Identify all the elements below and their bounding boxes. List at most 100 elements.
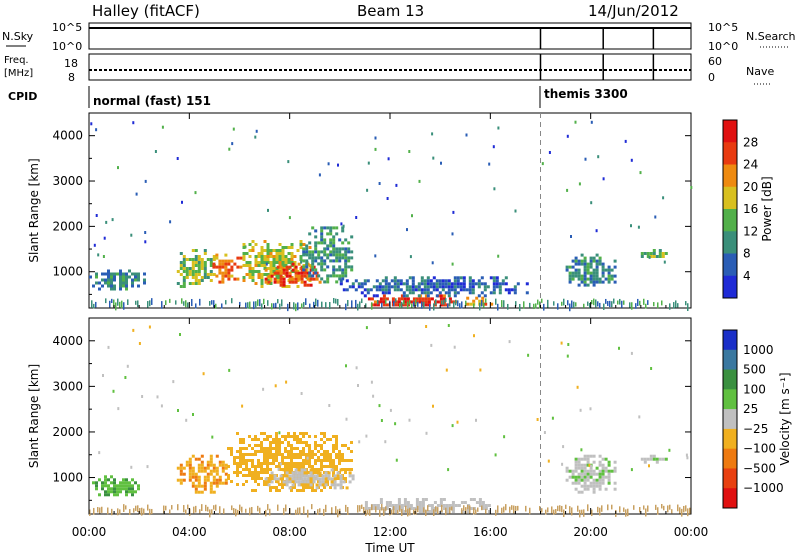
echo-cell xyxy=(215,256,219,260)
echo-cell xyxy=(236,277,240,281)
echo-cell xyxy=(347,507,349,515)
echo-cell xyxy=(275,279,279,282)
echo-cell xyxy=(179,466,183,470)
echo-cell xyxy=(254,282,258,285)
echo-cell xyxy=(224,478,228,482)
echo-cell xyxy=(300,271,304,275)
echo-cell xyxy=(269,477,272,480)
echo-cell xyxy=(477,507,479,512)
echo-cell xyxy=(381,288,385,292)
echo-cell xyxy=(438,279,442,283)
echo-cell xyxy=(363,506,365,513)
echo-cell xyxy=(107,345,110,349)
echo-cell xyxy=(329,226,333,230)
echo-cell xyxy=(663,505,665,511)
echo-cell xyxy=(236,468,239,471)
echo-cell xyxy=(598,487,602,491)
echo-cell xyxy=(224,268,228,272)
echo-cell xyxy=(194,282,198,285)
echo-cell xyxy=(566,134,569,138)
echo-cell xyxy=(296,489,299,492)
colorbar-swatch xyxy=(723,330,737,351)
echo-cell xyxy=(317,471,320,474)
echo-cell xyxy=(248,261,252,264)
echo-cell xyxy=(477,285,481,289)
echo-cell xyxy=(409,507,413,510)
colorbar-tick-label: 12 xyxy=(743,224,758,238)
echo-cell xyxy=(224,472,228,476)
echo-cell xyxy=(282,480,286,484)
echo-cell xyxy=(242,447,245,450)
echo-cell xyxy=(492,276,496,280)
echo-cell xyxy=(179,264,183,267)
echo-cell xyxy=(197,258,201,261)
echo-cell xyxy=(420,288,424,292)
echo-cell xyxy=(315,474,319,478)
echo-cell xyxy=(429,291,433,295)
echo-cell xyxy=(592,454,596,458)
echo-cell xyxy=(654,215,657,219)
echo-cell xyxy=(574,478,578,482)
echo-cell xyxy=(465,288,469,292)
echo-cell xyxy=(272,453,275,456)
echo-cell xyxy=(281,441,284,444)
echo-cell xyxy=(338,265,342,269)
echo-cell xyxy=(397,509,399,514)
echo-cell xyxy=(129,509,131,515)
echo-cell xyxy=(468,285,472,289)
echo-cell xyxy=(285,471,289,475)
echo-cell xyxy=(399,303,401,309)
echo-cell xyxy=(191,258,195,261)
echo-cell xyxy=(221,469,225,473)
echo-cell xyxy=(580,469,584,473)
echo-cell xyxy=(323,435,326,438)
echo-cell xyxy=(212,265,216,269)
echo-cell xyxy=(260,273,264,276)
echo-cell xyxy=(212,273,216,276)
echo-cell xyxy=(206,258,210,261)
echo-cell xyxy=(345,504,347,512)
echo-cell xyxy=(102,255,105,258)
echo-cell xyxy=(411,276,415,280)
echo-cell xyxy=(311,253,315,257)
echo-cell xyxy=(290,276,294,279)
echo-cell xyxy=(613,274,617,278)
echo-cell xyxy=(515,505,517,511)
echo-cell xyxy=(469,498,473,501)
echo-cell xyxy=(185,270,189,273)
echo-cell xyxy=(122,484,125,488)
echo-cell xyxy=(236,474,239,477)
echo-cell xyxy=(117,298,119,306)
echo-cell xyxy=(399,282,403,286)
echo-cell xyxy=(384,291,388,295)
echo-cell xyxy=(307,509,309,518)
echo-cell xyxy=(188,270,192,273)
echo-cell xyxy=(291,471,295,475)
echo-cell xyxy=(314,241,318,245)
echo-cell xyxy=(474,282,478,286)
echo-cell xyxy=(278,258,282,261)
echo-cell xyxy=(278,450,281,453)
echo-cell xyxy=(200,463,204,467)
echo-cell xyxy=(209,469,213,473)
echo-cell xyxy=(209,454,213,458)
echo-cell xyxy=(617,300,619,305)
echo-cell xyxy=(232,127,235,131)
echo-cell xyxy=(182,478,186,482)
echo-cell xyxy=(323,450,326,453)
echo-cell xyxy=(471,291,475,295)
echo-cell xyxy=(212,258,216,261)
echo-cell xyxy=(311,256,315,260)
echo-cell xyxy=(354,279,358,283)
echo-cell xyxy=(595,259,599,263)
echo-cell xyxy=(580,484,584,488)
echo-cell xyxy=(191,454,195,458)
echo-cell xyxy=(251,249,255,252)
echo-cell xyxy=(287,462,290,465)
echo-cell xyxy=(203,487,207,491)
echo-cell xyxy=(281,252,285,255)
echo-cell xyxy=(332,435,335,438)
echo-cell xyxy=(300,468,304,472)
echo-cell xyxy=(592,472,596,476)
echo-cell xyxy=(285,477,289,481)
